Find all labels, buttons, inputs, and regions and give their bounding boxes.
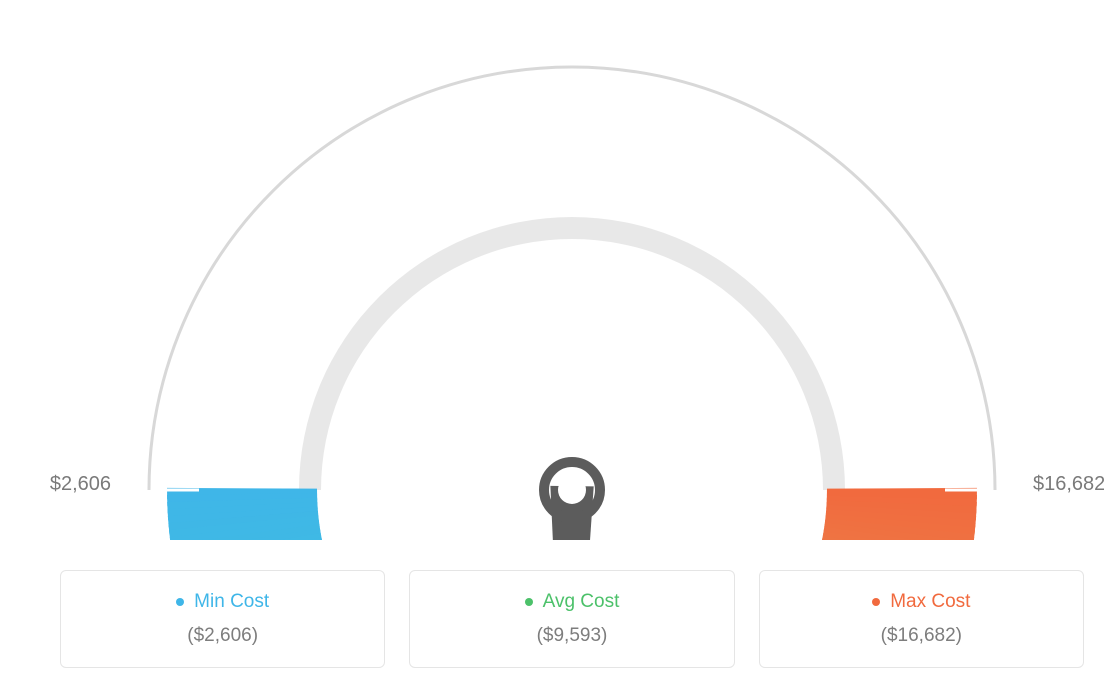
- gauge-tick-label: $16,682: [1033, 473, 1104, 495]
- gauge-shadow-band: [299, 217, 845, 490]
- legend-title-min: Min Cost: [176, 591, 269, 613]
- legend-value: ($9,593): [420, 625, 723, 647]
- legend-title-max: Max Cost: [872, 591, 970, 613]
- legend-title-avg: Avg Cost: [525, 591, 620, 613]
- legend-card-avg: Avg Cost ($9,593): [409, 570, 734, 668]
- gauge-wrap: $2,606$4,353$6,100$9,593$11,956$14,319$1…: [20, 20, 1104, 540]
- gauge-tick-label: $2,606: [50, 473, 111, 495]
- legend-value: ($16,682): [770, 625, 1073, 647]
- legend-card-min: Min Cost ($2,606): [60, 570, 385, 668]
- gauge-outline-outer: [149, 67, 995, 490]
- gauge-hub-inner: [558, 476, 586, 504]
- legend-label: Avg Cost: [543, 591, 620, 613]
- legend-row: Min Cost ($2,606) Avg Cost ($9,593) Max …: [20, 570, 1104, 668]
- legend-card-max: Max Cost ($16,682): [759, 570, 1084, 668]
- dot-icon: [525, 598, 533, 606]
- chart-container: $2,606$4,353$6,100$9,593$11,956$14,319$1…: [20, 20, 1104, 668]
- dot-icon: [872, 598, 880, 606]
- cost-gauge: $2,606$4,353$6,100$9,593$11,956$14,319$1…: [20, 20, 1104, 540]
- legend-value: ($2,606): [71, 625, 374, 647]
- legend-label: Max Cost: [890, 591, 970, 613]
- dot-icon: [176, 598, 184, 606]
- legend-label: Min Cost: [194, 591, 269, 613]
